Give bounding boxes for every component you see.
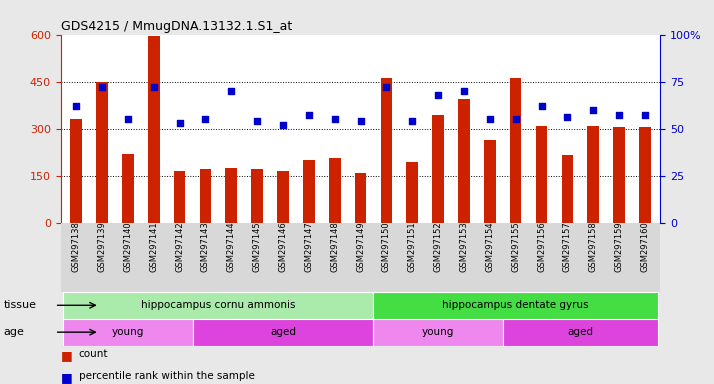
Bar: [226, 168, 237, 223]
Point: [562, 114, 573, 121]
Bar: [96, 82, 108, 223]
Point: [536, 103, 547, 109]
Point: [458, 88, 470, 94]
Bar: [432, 114, 444, 223]
Point: [613, 113, 625, 119]
Point: [122, 116, 134, 122]
Bar: [193, 319, 373, 346]
Bar: [122, 154, 134, 223]
Point: [406, 118, 418, 124]
Bar: [562, 155, 573, 223]
Bar: [303, 160, 315, 223]
Bar: [484, 140, 496, 223]
Point: [148, 84, 159, 90]
Bar: [373, 319, 503, 346]
Point: [588, 107, 599, 113]
Bar: [64, 292, 373, 319]
Text: hippocampus dentate gyrus: hippocampus dentate gyrus: [443, 300, 589, 310]
Bar: [373, 292, 658, 319]
Text: percentile rank within the sample: percentile rank within the sample: [79, 371, 254, 381]
Point: [226, 88, 237, 94]
Text: ■: ■: [61, 349, 72, 362]
Bar: [64, 319, 193, 346]
Bar: [406, 162, 418, 223]
Point: [433, 92, 444, 98]
Text: tissue: tissue: [4, 300, 36, 310]
Bar: [251, 169, 263, 223]
Point: [96, 84, 108, 90]
Text: age: age: [4, 327, 24, 337]
Bar: [71, 119, 82, 223]
Bar: [588, 126, 599, 223]
Point: [277, 122, 288, 128]
Text: young: young: [422, 327, 454, 337]
Text: count: count: [79, 349, 108, 359]
Point: [381, 84, 392, 90]
Point: [200, 116, 211, 122]
Bar: [148, 36, 159, 223]
Bar: [510, 78, 521, 223]
Bar: [639, 127, 650, 223]
Bar: [200, 169, 211, 223]
Text: GDS4215 / MmugDNA.13132.1.S1_at: GDS4215 / MmugDNA.13132.1.S1_at: [61, 20, 292, 33]
Point: [303, 113, 315, 119]
Point: [510, 116, 521, 122]
Bar: [458, 99, 470, 223]
Bar: [174, 171, 186, 223]
Text: ■: ■: [61, 371, 72, 384]
Text: aged: aged: [270, 327, 296, 337]
Point: [251, 118, 263, 124]
Bar: [503, 319, 658, 346]
Bar: [277, 171, 289, 223]
Point: [329, 116, 341, 122]
Text: hippocampus cornu ammonis: hippocampus cornu ammonis: [141, 300, 296, 310]
Bar: [329, 159, 341, 223]
Point: [71, 103, 82, 109]
Text: aged: aged: [568, 327, 593, 337]
Bar: [355, 172, 366, 223]
Point: [639, 113, 650, 119]
Text: young: young: [111, 327, 144, 337]
Bar: [613, 127, 625, 223]
Bar: [536, 126, 548, 223]
Point: [484, 116, 496, 122]
Bar: [381, 78, 392, 223]
Point: [174, 120, 186, 126]
Point: [355, 118, 366, 124]
